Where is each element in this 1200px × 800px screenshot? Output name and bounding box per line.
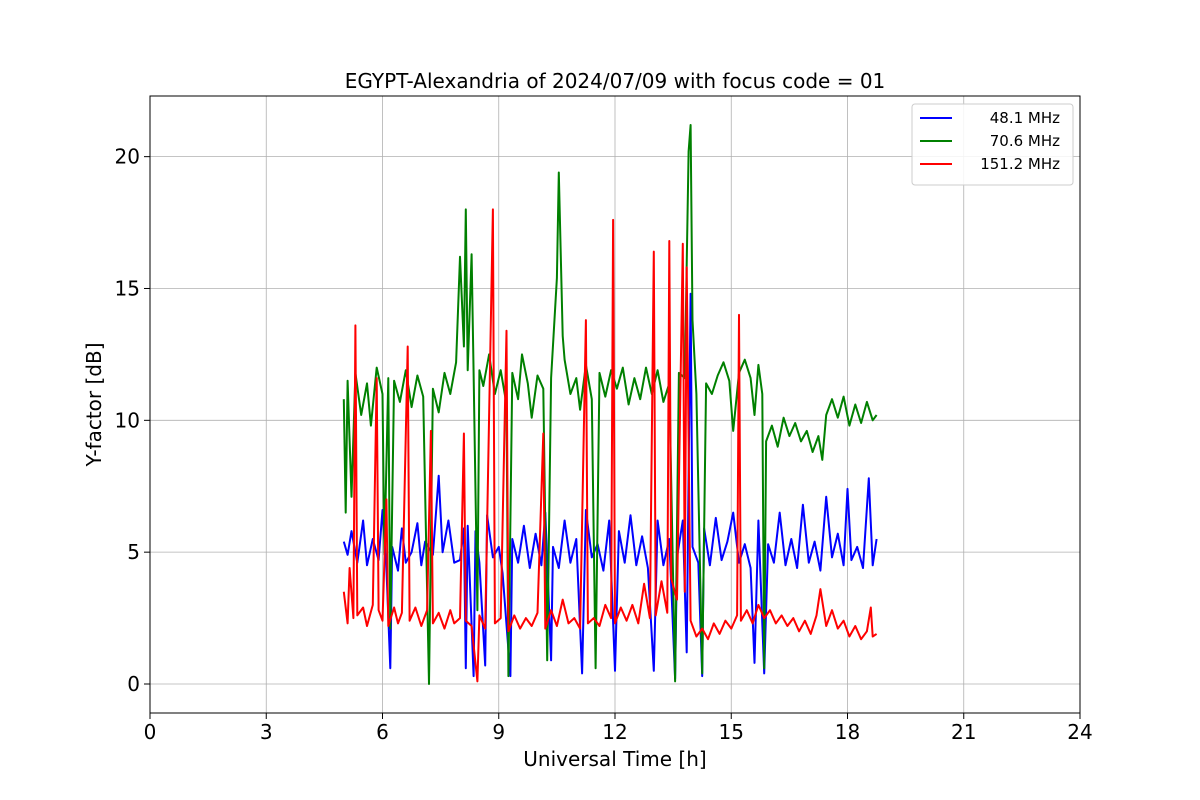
x-tick-label: 15: [719, 720, 744, 744]
series-layer: [342, 124, 878, 685]
x-tick-label: 18: [835, 720, 860, 744]
y-axis-label: Y-factor [dB]: [82, 342, 106, 467]
y-tick-label: 10: [115, 408, 140, 432]
y-axis-ticks: 0 5 10 15 20: [115, 145, 150, 696]
y-tick-label: 0: [127, 672, 140, 696]
x-tick-label: 21: [951, 720, 976, 744]
x-tick-label: 3: [260, 720, 273, 744]
series-line-151-2-mhz: [342, 208, 878, 683]
x-tick-label: 9: [492, 720, 505, 744]
x-axis-label: Universal Time [h]: [523, 747, 706, 771]
legend-entry-label: 151.2 MHz: [980, 155, 1060, 173]
y-tick-label: 5: [127, 540, 140, 564]
y-tick-label: 15: [115, 276, 140, 300]
x-axis-ticks: 0 3 6 9 12 15 18 21 24: [144, 713, 1093, 744]
legend-box: [911, 103, 1074, 186]
legend-entry-label: 70.6 MHz: [990, 132, 1060, 150]
legend-entry-label: 48.1 MHz: [990, 109, 1060, 127]
x-tick-label: 24: [1067, 720, 1092, 744]
y-tick-label: 20: [115, 145, 140, 169]
chart-title: EGYPT-Alexandria of 2024/07/09 with focu…: [345, 69, 886, 93]
x-tick-label: 6: [376, 720, 389, 744]
x-tick-label: 0: [144, 720, 157, 744]
series-line-48-1-mhz: [342, 292, 878, 680]
legend: 48.1 MHz 70.6 MHz 151.2 MHz: [911, 103, 1074, 186]
x-tick-label: 12: [602, 720, 627, 744]
